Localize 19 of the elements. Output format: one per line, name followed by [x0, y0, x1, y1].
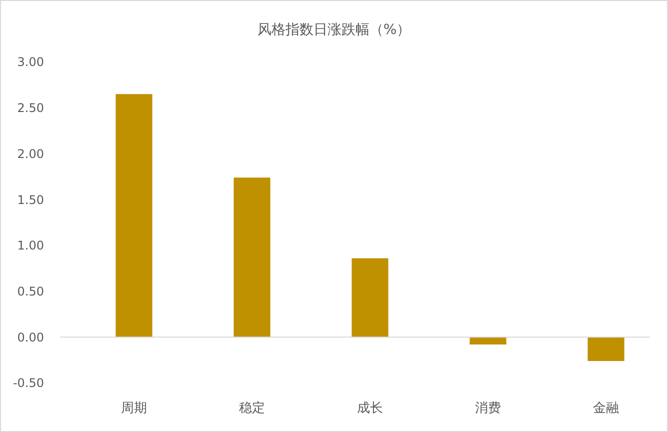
chart-title: 风格指数日涨跌幅（%）: [257, 22, 411, 38]
y-tick-label: 0.50: [17, 284, 44, 298]
bar: [352, 258, 388, 338]
bar: [470, 337, 506, 344]
y-tick-label: 2.00: [17, 146, 44, 161]
y-tick-label: 1.50: [17, 192, 44, 207]
x-tick-label: 稳定: [239, 401, 265, 416]
x-tick-label: 周期: [121, 401, 147, 416]
bar: [234, 178, 270, 338]
bar: [588, 337, 624, 361]
y-tick-label: 2.50: [17, 101, 44, 116]
x-tick-label: 消费: [475, 401, 501, 416]
y-tick-label: -0.50: [12, 376, 44, 390]
y-tick-label: 1.00: [17, 238, 44, 253]
y-tick-label: 0.00: [17, 330, 44, 344]
x-tick-label: 金融: [593, 401, 619, 416]
x-tick-label: 成长: [357, 401, 383, 416]
bar: [116, 94, 152, 338]
y-tick-label: 3.00: [17, 55, 44, 70]
